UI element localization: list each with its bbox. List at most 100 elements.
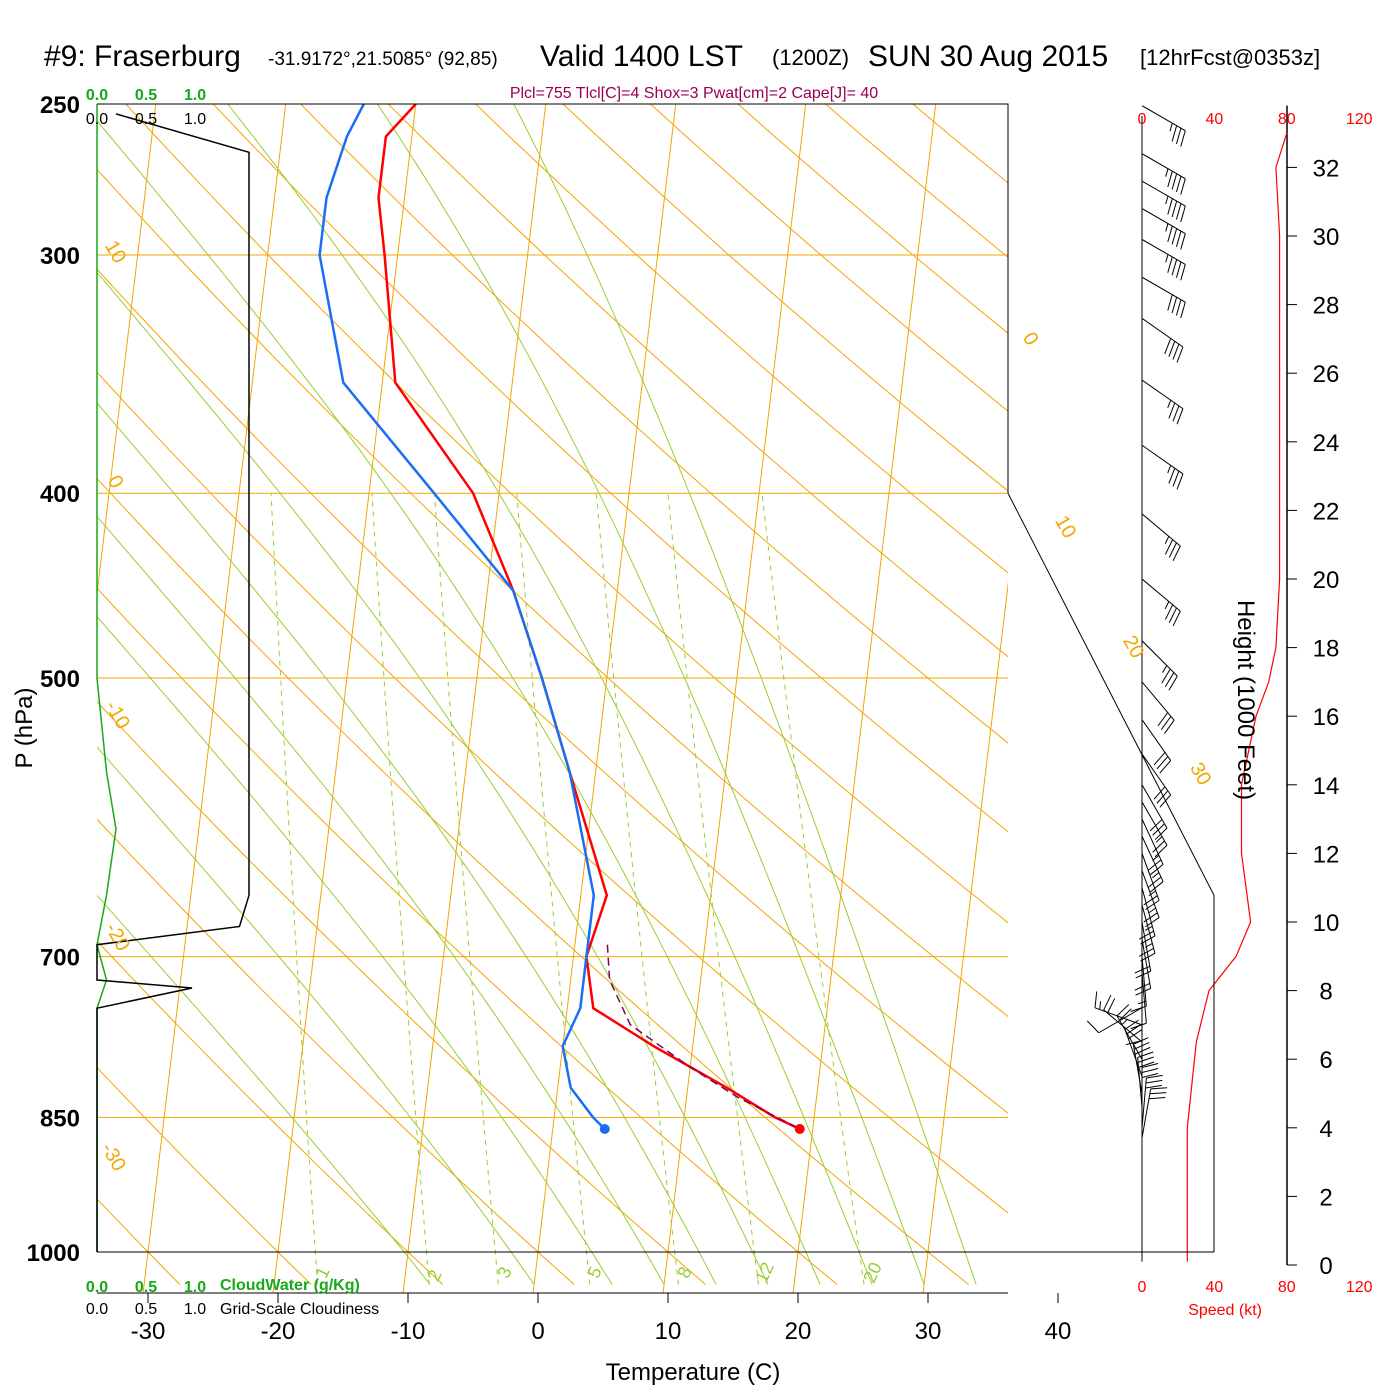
cloud-water-tick-label: 1.0	[184, 1279, 206, 1296]
cloudiness-profile	[96, 113, 250, 1252]
cloudiness-tick-label: 0.0	[86, 111, 108, 128]
cloud-water-tick-label: 0.5	[135, 1279, 157, 1296]
wind-barb	[1141, 379, 1184, 425]
wind-barb	[1141, 818, 1164, 876]
valid-time: Valid 1400 LST	[540, 40, 743, 73]
moist-adiabat-line	[513, 104, 977, 1285]
isotherm-line	[1053, 104, 1196, 1293]
cloud-water-tick-label: 0.5	[135, 87, 157, 104]
cloudiness-tick-label: 1.0	[184, 111, 206, 128]
isotherm-line	[792, 104, 937, 1293]
cloud-water-tick-label: 0.0	[86, 87, 108, 104]
wind-barb	[1094, 991, 1143, 1026]
height-tick-label: 18	[1313, 636, 1340, 663]
cloudiness-title: Grid-Scale Cloudiness	[220, 1301, 379, 1318]
wind-barb	[1086, 1007, 1143, 1034]
forecast-run: [12hrFcst@0353z]	[1140, 45, 1320, 70]
wind-barb	[1141, 1063, 1159, 1118]
dry-adiabat-line	[212, 104, 1008, 833]
moist-adiabat-line	[97, 515, 665, 1285]
moist-adiabat-line	[376, 104, 925, 1285]
frame-top-right	[97, 103, 1009, 494]
height-tick-label: 22	[1313, 498, 1340, 525]
wind-barb	[1141, 180, 1186, 223]
dry-adiabat-line	[97, 1066, 312, 1285]
dry-adiabat-line	[97, 168, 1008, 1018]
station-title: #9: Fraserburg	[44, 40, 241, 73]
dry-adiabat-line	[562, 104, 1008, 492]
wind-barb	[1141, 784, 1168, 840]
mixing-ratio-label: 5	[583, 1264, 605, 1282]
moist-adiabat-line	[227, 104, 873, 1285]
mixing-ratio-label: 3	[493, 1264, 515, 1282]
isotherm-line	[402, 104, 547, 1293]
wind-barb	[1141, 276, 1186, 319]
dry-adiabat-line	[737, 104, 1008, 334]
height-tick-label: 12	[1313, 841, 1340, 868]
wind-barb	[1141, 208, 1186, 250]
isotherm-label: 20	[1118, 632, 1148, 662]
wind-barb	[1137, 1051, 1155, 1108]
height-tick-label: 6	[1319, 1047, 1332, 1074]
height-tick-label: 0	[1319, 1253, 1332, 1280]
isotherm-label: -30	[96, 1139, 130, 1175]
speed-tick-label-bottom: 80	[1278, 1279, 1296, 1296]
height-tick-label: 8	[1319, 979, 1332, 1006]
isotherm-line	[142, 104, 287, 1293]
y-axis-title: P (hPa)	[11, 688, 38, 769]
height-tick-label: 20	[1313, 567, 1340, 594]
speed-tick-label-top: 40	[1206, 111, 1224, 128]
pressure-tick-label: 500	[40, 666, 80, 693]
speed-tick-label-top: 80	[1278, 111, 1296, 128]
isotherm-line	[922, 581, 1008, 1293]
isotherm-line	[272, 104, 417, 1293]
moist-adiabat-line	[97, 402, 717, 1285]
dry-adiabat-line	[474, 104, 1008, 574]
height-tick-label: 28	[1313, 293, 1340, 320]
cloud-water-profile	[96, 104, 117, 1252]
axis-labels: -30 -20 -10 0 10 20 30 402503004005007008501000…	[27, 87, 1373, 1345]
pressure-tick-label: 400	[40, 481, 80, 508]
x-tick-label: 0	[531, 1318, 544, 1345]
cloudiness-tick-label: 1.0	[184, 1301, 206, 1318]
wind-barb	[1141, 513, 1181, 562]
surface-dewpoint-dot	[599, 1124, 610, 1135]
moist-adiabat-line	[97, 615, 613, 1285]
dry-adiabat-line	[912, 104, 1008, 184]
height-tick-label: 2	[1319, 1184, 1332, 1211]
moist-adiabat-line	[97, 271, 769, 1285]
height-tick-label: 32	[1313, 155, 1340, 182]
isotherm-line	[532, 104, 677, 1293]
x-tick-label: 10	[655, 1318, 682, 1345]
dry-adiabat-line	[97, 1198, 181, 1285]
dry-adiabat-line	[97, 701, 706, 1285]
wind-barb	[1141, 640, 1178, 691]
isotherm-label: 30	[1185, 759, 1215, 789]
mixing-ratio-label: 2	[423, 1267, 445, 1285]
x-tick-label: -10	[391, 1318, 426, 1345]
speed-tick-label-bottom: 40	[1206, 1279, 1224, 1296]
height-tick-label: 16	[1313, 704, 1340, 731]
dry-adiabat-line	[649, 104, 1008, 412]
wind-barb	[1141, 105, 1186, 147]
dry-adiabat-line	[299, 104, 1008, 744]
parcel-line	[606, 944, 801, 1130]
wind-barb	[1141, 578, 1181, 627]
speed-tick-label-top: 0	[1138, 111, 1147, 128]
pressure-tick-label: 850	[40, 1105, 80, 1132]
height-tick-label: 10	[1313, 910, 1340, 937]
wind-barb	[1130, 956, 1147, 1012]
moist-adiabat-line	[97, 746, 535, 1285]
isotherm-label: 10	[100, 237, 130, 267]
cloudiness-tick-label: 0.5	[135, 1301, 157, 1318]
dry-adiabat-line	[125, 104, 1008, 924]
mixing-ratio-line	[371, 493, 430, 1285]
x-tick-label: 40	[1045, 1318, 1072, 1345]
cloud-panel	[96, 104, 250, 1252]
x-tick-label: -20	[261, 1318, 296, 1345]
cloudiness-tick-label: 0.5	[135, 111, 157, 128]
height-tick-label: 30	[1313, 224, 1340, 251]
cloud-water-tick-label: 1.0	[184, 87, 206, 104]
moist-adiabat-line	[97, 119, 821, 1285]
